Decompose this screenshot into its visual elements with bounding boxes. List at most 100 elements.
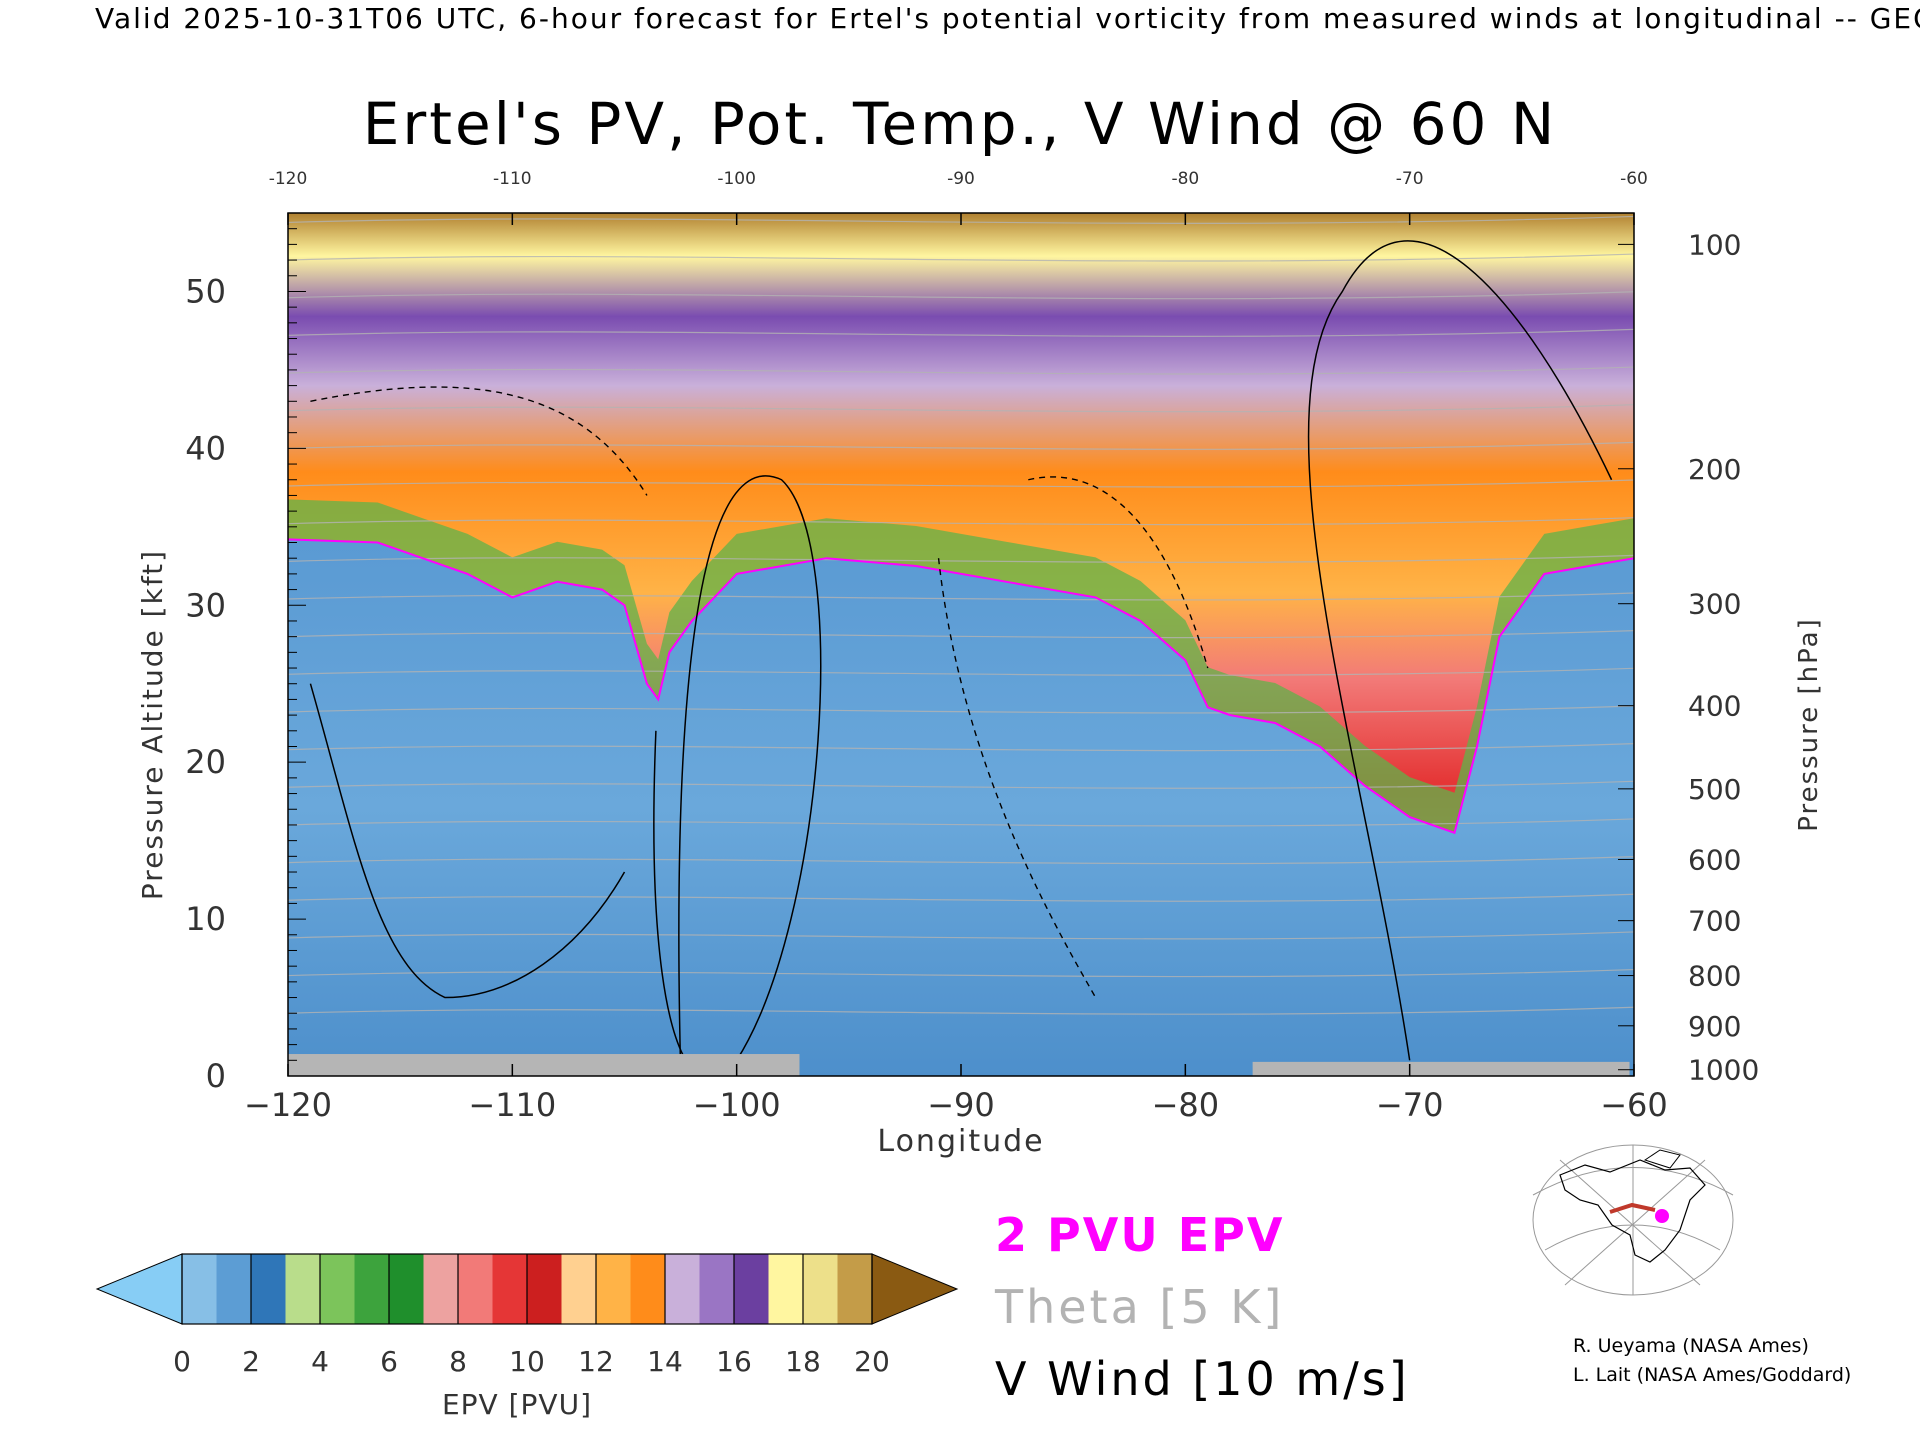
x-tick-label: −60 [1600,1086,1668,1124]
pressure-tick-label: 600 [1688,843,1741,876]
y-tick-label: 30 [185,586,226,624]
theta-contour [288,404,1634,413]
x-axis-label: Longitude [877,1124,1044,1159]
y-tick-label: 20 [185,743,226,781]
theta-contour [288,667,1634,676]
plot-area [288,213,1634,1076]
colorbar-tick-label: 8 [449,1345,467,1378]
top-tick-label: -90 [947,169,975,189]
theta-contour [288,818,1634,827]
colorbar-swatch [630,1254,666,1324]
colorbar-swatch [596,1254,631,1324]
theta-contour [288,517,1634,526]
pv-transition-band [288,499,1634,833]
colorbar-swatch [389,1254,424,1324]
theta-contour [288,931,1634,940]
theta-contour [288,215,1634,224]
theta-contour [288,554,1634,563]
pressure-tick-label: 100 [1688,228,1741,261]
theta-contour [288,743,1634,752]
section-marker [1655,1209,1669,1223]
colorbar-over-arrow [871,1253,959,1325]
colorbar-tick-label: 18 [785,1345,821,1378]
legend-v-wind: V Wind [10 m/s] [995,1352,1410,1406]
colorbar-swatch [837,1254,873,1324]
colorbar-tick-label: 2 [242,1345,260,1378]
pressure-tick-label: 1000 [1688,1054,1759,1087]
legend-theta: Theta [5 K] [995,1280,1285,1334]
colorbar-tick-label: 20 [854,1345,890,1378]
colorbar-tick-label: 12 [578,1345,614,1378]
colorbar-tick-label: 4 [311,1345,329,1378]
top-tick-label: -70 [1396,169,1424,189]
colorbar-under-arrow [95,1253,183,1325]
theta-contour [288,780,1634,789]
terrain [288,1054,800,1076]
y-tick-label: 0 [206,1057,226,1095]
colorbar-swatch [768,1254,804,1324]
v-wind-negative-contour [1028,476,1209,669]
colorbar-swatch [320,1254,355,1324]
v-wind-negative-contour [310,386,648,496]
colorbar-swatch [216,1254,252,1324]
colorbar-swatch [699,1254,735,1324]
theta-contour [288,630,1634,639]
colorbar-swatch [251,1254,286,1324]
colorbar-swatch [734,1254,769,1324]
colorbar-tick-label: 14 [647,1345,683,1378]
top-tick-label: -120 [269,169,308,189]
colorbar-swatch [285,1254,321,1324]
colorbar-swatch [527,1254,562,1324]
colorbar-swatch [458,1254,493,1324]
x-tick-label: −120 [244,1086,332,1124]
theta-contour [288,366,1634,375]
top-tick-label: -60 [1620,169,1648,189]
colorbar-swatch [561,1254,597,1324]
axis-labels: −120 −110 −100 −90 −80 −70 −60 -120 -110 -100 -90 -… [185,169,1759,1124]
x-tick-label: −100 [693,1086,781,1124]
theta-contour [288,592,1634,601]
chart-title: Ertel's PV, Pot. Temp., V Wind @ 60 N [362,90,1558,158]
legend-epv-2pvu: 2 PVU EPV [995,1208,1285,1262]
colorbar-frame [181,1253,873,1325]
colorbar-swatch [182,1254,217,1324]
v-wind-contour [678,475,822,1069]
theta-contour [288,968,1634,978]
troposphere-fill [288,539,1634,1076]
colorbar-tick-label: 6 [380,1345,398,1378]
pressure-tick-label: 400 [1688,690,1741,723]
colorbar-swatch [665,1254,700,1324]
theta-contour [288,705,1634,714]
colorbar-swatch [803,1254,838,1324]
colorbar-swatch [492,1254,528,1324]
theta-contour [288,856,1634,865]
pressure-tick-label: 900 [1688,1010,1741,1043]
epv-2pvu-contour [288,538,1634,835]
theta-contour [288,479,1634,488]
x-tick-label: −70 [1376,1086,1444,1124]
y-tick-label: 40 [185,429,226,467]
colorbar-tick-label: 0 [173,1345,191,1378]
section-line [1609,1202,1656,1214]
x-tick-label: −80 [1152,1086,1220,1124]
colorbar-tick-label: 10 [509,1345,545,1378]
pressure-tick-label: 700 [1688,905,1741,938]
valid-time-header: Valid 2025-10-31T06 UTC, 6-hour forecast… [95,2,1920,35]
v-wind-contour [309,683,626,999]
colorbar-swatch [423,1254,459,1324]
top-tick-label: -110 [493,169,532,189]
credit-line: R. Ueyama (NASA Ames) [1573,1335,1809,1357]
axis-ticks [287,213,1635,1077]
credit-line: L. Lait (NASA Ames/Goddard) [1573,1364,1852,1386]
x-tick-label: −90 [927,1086,995,1124]
top-tick-label: -80 [1171,169,1199,189]
colorbar-tick-label: 16 [716,1345,752,1378]
pressure-tick-label: 200 [1688,453,1741,486]
v-wind-negative-contour [937,558,1097,998]
terrain [1252,1061,1630,1076]
y-tick-label: 10 [185,900,226,938]
colorbar: 0 2 4 6 8 10 12 14 16 18 20 [95,1253,959,1378]
pressure-tick-label: 500 [1688,773,1741,806]
credits: R. Ueyama (NASA Ames) L. Lait (NASA Ames… [1573,1332,1851,1390]
